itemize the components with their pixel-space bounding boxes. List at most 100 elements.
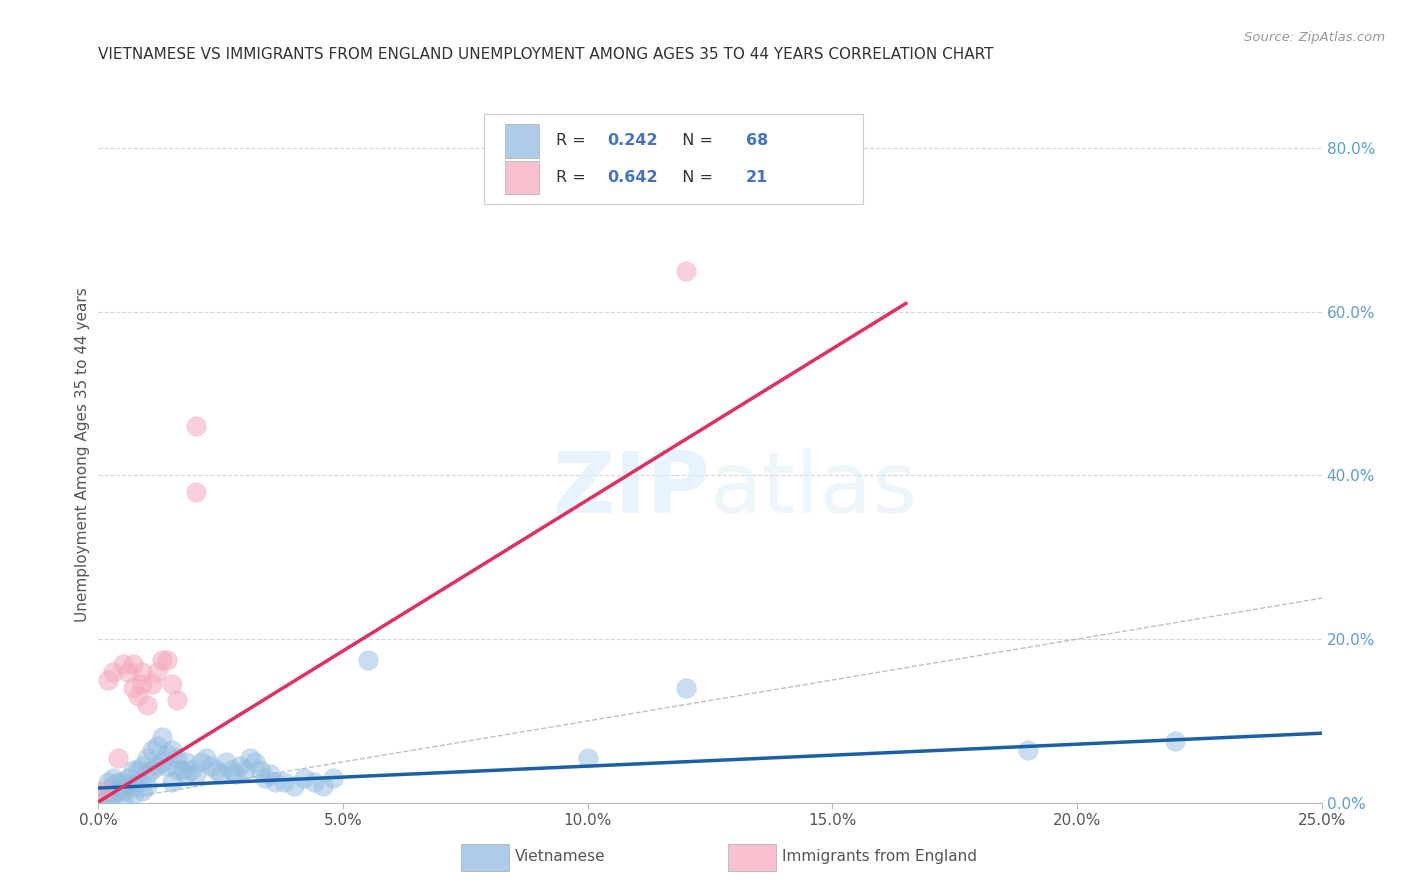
Point (121, 657, 143, 671)
Point (356, 652, 378, 666)
Point (156, 759, 179, 773)
Text: 21: 21 (745, 170, 768, 186)
Point (107, 783, 129, 797)
Point (150, 652, 173, 666)
Point (239, 751, 262, 765)
Point (136, 767, 159, 781)
Point (91, 791, 114, 805)
Point (156, 652, 179, 666)
Point (166, 751, 188, 765)
Point (141, 763, 163, 777)
Point (107, 751, 129, 765)
Point (186, 767, 208, 781)
Point (205, 763, 228, 777)
Point (117, 665, 139, 679)
Point (131, 677, 153, 691)
Point (107, 775, 129, 789)
Point (156, 747, 179, 761)
Point (322, 771, 344, 785)
Point (131, 783, 153, 797)
Point (101, 665, 124, 679)
Text: 68: 68 (745, 133, 768, 148)
Point (180, 763, 202, 777)
Point (136, 751, 159, 765)
Point (253, 771, 276, 785)
Point (170, 763, 193, 777)
Point (1017, 742, 1039, 756)
Point (111, 791, 134, 805)
Text: 0.642: 0.642 (607, 170, 658, 186)
Text: N =: N = (672, 170, 718, 186)
Point (233, 763, 256, 777)
Point (121, 788, 143, 802)
Point (176, 767, 198, 781)
Point (1164, 734, 1187, 748)
Point (273, 775, 295, 789)
Point (141, 742, 163, 756)
Point (117, 771, 139, 785)
Point (97, 775, 120, 789)
Point (312, 780, 335, 794)
Point (209, 767, 232, 781)
Text: ZIP: ZIP (553, 448, 710, 532)
Point (111, 775, 134, 789)
Point (146, 759, 169, 773)
Point (249, 763, 271, 777)
Point (302, 775, 325, 789)
Point (101, 788, 124, 802)
Point (111, 783, 134, 797)
Text: R =: R = (555, 170, 591, 186)
Text: VIETNAMESE VS IMMIGRANTS FROM ENGLAND UNEMPLOYMENT AMONG AGES 35 TO 44 YEARS COR: VIETNAMESE VS IMMIGRANTS FROM ENGLAND UN… (98, 47, 994, 62)
Text: Immigrants from England: Immigrants from England (782, 849, 977, 863)
Text: atlas: atlas (710, 448, 918, 532)
Point (146, 665, 169, 679)
Point (160, 677, 183, 691)
Point (229, 759, 252, 773)
Point (160, 742, 183, 756)
Point (127, 775, 149, 789)
Point (111, 657, 134, 671)
Text: R =: R = (555, 133, 591, 148)
FancyBboxPatch shape (484, 114, 863, 204)
Point (131, 665, 153, 679)
Point (141, 677, 163, 691)
Text: Vietnamese: Vietnamese (515, 849, 605, 863)
Point (224, 767, 246, 781)
Point (127, 763, 149, 777)
Point (160, 775, 183, 789)
Point (136, 698, 159, 712)
Point (150, 755, 173, 769)
Point (101, 771, 124, 785)
Point (675, 264, 697, 278)
Point (186, 419, 208, 434)
Point (91, 783, 114, 797)
Point (176, 755, 198, 769)
Y-axis label: Unemployment Among Ages 35 to 44 years: Unemployment Among Ages 35 to 44 years (75, 287, 90, 623)
Bar (505, 161, 538, 194)
Point (576, 751, 599, 765)
Point (97, 673, 120, 687)
Point (200, 759, 222, 773)
Point (214, 755, 236, 769)
Point (131, 759, 153, 773)
Point (219, 763, 242, 777)
Point (259, 767, 281, 781)
Text: N =: N = (672, 133, 718, 148)
Text: 0.242: 0.242 (607, 133, 658, 148)
Point (190, 755, 212, 769)
Point (186, 484, 208, 499)
Point (136, 780, 159, 794)
Point (146, 739, 169, 753)
Bar (505, 124, 538, 158)
Point (243, 755, 266, 769)
Point (97, 788, 120, 802)
Point (195, 751, 218, 765)
Point (166, 693, 188, 707)
Point (675, 681, 697, 696)
Point (150, 731, 173, 745)
Point (263, 775, 285, 789)
Text: Source: ZipAtlas.com: Source: ZipAtlas.com (1244, 31, 1385, 45)
Point (121, 763, 143, 777)
Point (166, 763, 188, 777)
Point (91, 783, 114, 797)
